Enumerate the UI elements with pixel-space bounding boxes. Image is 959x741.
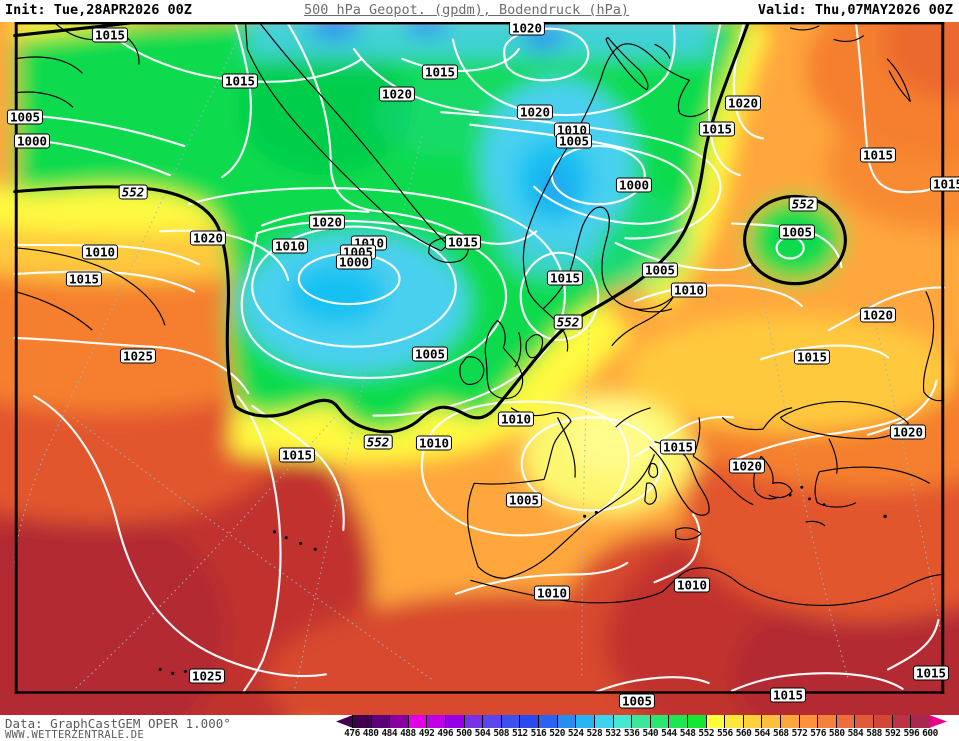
colorbar-segment xyxy=(762,715,782,728)
website-label: WWW.WETTERZENTRALE.DE xyxy=(5,729,145,741)
colorbar-tick: 484 xyxy=(381,728,398,739)
colorbar-tick: 488 xyxy=(400,728,416,739)
colorbar-tick: 576 xyxy=(810,728,826,739)
colorbar-tick: 496 xyxy=(437,728,454,739)
colorbar-tick: 480 xyxy=(362,728,379,739)
colorbar-tick: 476 xyxy=(344,728,360,739)
colorbar-segment xyxy=(464,715,484,728)
init-time-label: Init: Tue,28APR2026 00Z xyxy=(5,2,192,18)
colorbar-segment xyxy=(632,715,651,728)
colorbar-tick: 516 xyxy=(530,728,547,739)
colorbar-segment xyxy=(650,715,670,728)
colorbar-segment xyxy=(818,715,837,728)
map-title: 500 hPa Geopot. (gpdm), Bodendruck (hPa) xyxy=(303,2,630,18)
colorbar-tick: 512 xyxy=(511,728,528,739)
colorbar-segment xyxy=(501,715,521,728)
colorbar-tick: 532 xyxy=(605,728,621,739)
colorbar-segment xyxy=(576,715,595,728)
colorbar-tick: 588 xyxy=(866,728,882,739)
weather-map xyxy=(0,22,959,715)
colorbar-segment xyxy=(539,715,558,728)
colorbar-tick: 500 xyxy=(456,728,472,739)
colorbar-tick: 552 xyxy=(698,728,715,739)
colorbar-tick: 544 xyxy=(661,728,677,739)
colorbar-tick: 524 xyxy=(567,728,584,739)
colorbar-tick: 492 xyxy=(418,728,435,739)
colorbar-segment xyxy=(483,715,502,728)
map-footer: Data: GraphCastGEM OPER 1.000° WWW.WETTE… xyxy=(0,715,959,741)
colorbar-tick: 560 xyxy=(735,728,752,739)
colorbar-segment xyxy=(352,715,372,728)
colorbar-tick: 592 xyxy=(884,728,901,739)
colorbar: 476 480 484 488 492 496 500 504 508 512 516 520 524 5… xyxy=(0,715,959,741)
colorbar-left-arrow-icon xyxy=(336,715,353,728)
colorbar-tick: 536 xyxy=(623,728,640,739)
colorbar-segment xyxy=(371,715,391,728)
colorbar-segment xyxy=(408,715,428,728)
colorbar-segment xyxy=(594,715,614,728)
colorbar-tick: 572 xyxy=(791,728,808,739)
colorbar-segment xyxy=(836,715,856,728)
colorbar-segment xyxy=(725,715,744,728)
colorbar-tick: 548 xyxy=(679,728,696,739)
colorbar-tick: 600 xyxy=(922,728,938,739)
colorbar-segment xyxy=(669,715,688,728)
map-header: Init: Tue,28APR2026 00Z 500 hPa Geopot. … xyxy=(0,0,959,22)
map-frame xyxy=(14,22,945,694)
colorbar-tick: 528 xyxy=(586,728,603,739)
colorbar-segment xyxy=(520,715,540,728)
colorbar-tick: 504 xyxy=(474,728,491,739)
data-source-label: Data: GraphCastGEM OPER 1.000° xyxy=(5,716,231,731)
colorbar-segment xyxy=(706,715,726,728)
colorbar-segment xyxy=(855,715,875,728)
geopotential-color-field xyxy=(0,22,959,715)
colorbar-ticks: 476 480 484 488 492 496 500 504 508 512 516 520 524 5… xyxy=(344,728,938,740)
colorbar-segment xyxy=(743,715,763,728)
colorbar-segment xyxy=(687,715,707,728)
graticule xyxy=(14,23,941,692)
colorbar-segment xyxy=(799,715,819,728)
colorbar-tick: 568 xyxy=(772,728,789,739)
colorbar-segment xyxy=(613,715,633,728)
colorbar-segment xyxy=(446,715,465,728)
colorbar-tick: 584 xyxy=(847,728,864,739)
colorbar-segment xyxy=(557,715,577,728)
colorbar-segment xyxy=(911,715,930,728)
colorbar-segment xyxy=(390,715,409,728)
colorbar-tick: 564 xyxy=(754,728,771,739)
colorbar-tick: 540 xyxy=(642,728,659,739)
colorbar-segment xyxy=(427,715,447,728)
colorbar-segment xyxy=(892,715,912,728)
colorbar-right-arrow-icon xyxy=(929,715,947,728)
colorbar-segment xyxy=(874,715,893,728)
colorbar-tick: 508 xyxy=(493,728,509,739)
valid-time-label: Valid: Thu,07MAY2026 00Z xyxy=(757,2,953,18)
colorbar-tick: 520 xyxy=(549,728,565,739)
colorbar-tick: 556 xyxy=(717,728,733,739)
colorbar-tick: 580 xyxy=(828,728,845,739)
colorbar-segment xyxy=(781,715,800,728)
colorbar-segments xyxy=(352,715,930,728)
colorbar-tick: 596 xyxy=(903,728,920,739)
